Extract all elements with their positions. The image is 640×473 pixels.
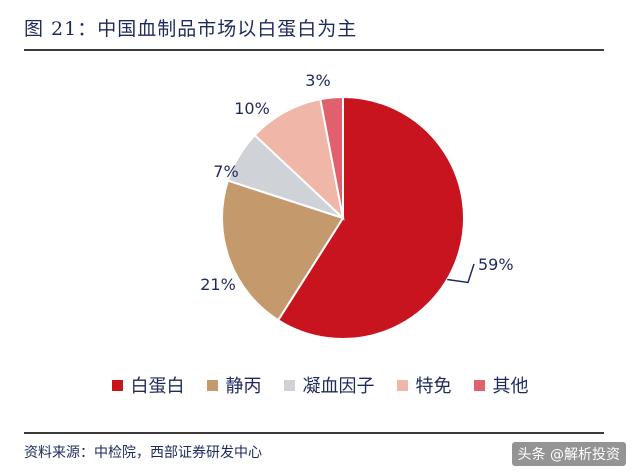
legend-swatch <box>396 379 408 391</box>
legend-label: 凝血因子 <box>302 376 375 397</box>
slice-label-5: 3% <box>305 71 330 90</box>
top-rule <box>24 49 604 51</box>
leader-line <box>447 263 475 284</box>
figure-title: 图 21：中国血制品市场以白蛋白为主 <box>24 18 358 40</box>
legend-label: 其他 <box>492 376 529 397</box>
legend-swatch <box>473 379 485 391</box>
pie-slice-1 <box>276 95 465 340</box>
slice-label-3: 7% <box>213 162 238 181</box>
legend-label: 特免 <box>415 376 452 397</box>
pie-slice-2 <box>221 179 345 322</box>
legend-item-5: 其他 <box>473 372 529 398</box>
slice-label-4: 10% <box>234 99 270 118</box>
legend-label: 白蛋白 <box>130 376 185 397</box>
slice-label-1: 59% <box>478 255 514 274</box>
pie-slice-4 <box>253 97 345 221</box>
legend-item-4: 特免 <box>396 372 452 398</box>
legend-item-3: 凝血因子 <box>283 372 375 398</box>
legend-item-2: 静丙 <box>206 372 262 398</box>
legend-label: 静丙 <box>225 376 262 397</box>
legend: 白蛋白 静丙 凝血因子 特免 其他 <box>0 372 640 398</box>
source-note: 资料来源：中检院，西部证券研发中心 <box>24 445 262 461</box>
legend-item-1: 白蛋白 <box>111 372 185 398</box>
legend-swatch <box>206 379 218 391</box>
watermark: 头条 @解析投资 <box>511 442 626 466</box>
legend-swatch <box>111 379 123 391</box>
slice-label-2: 21% <box>200 275 236 294</box>
legend-swatch <box>283 379 295 391</box>
pie-slice-5 <box>319 95 344 219</box>
bottom-rule <box>24 432 604 434</box>
